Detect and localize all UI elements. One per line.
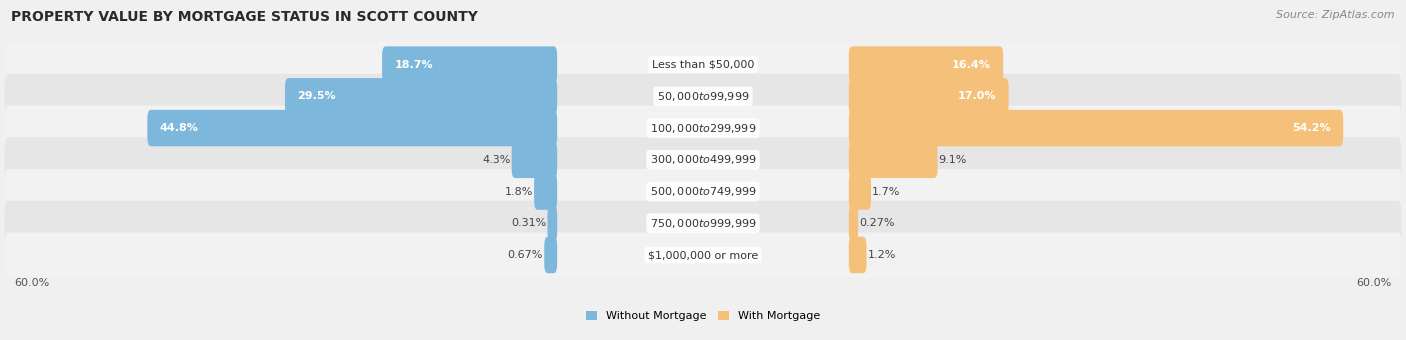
Text: Less than $50,000: Less than $50,000: [652, 59, 754, 70]
Text: PROPERTY VALUE BY MORTGAGE STATUS IN SCOTT COUNTY: PROPERTY VALUE BY MORTGAGE STATUS IN SCO…: [11, 10, 478, 24]
FancyBboxPatch shape: [849, 78, 1008, 115]
FancyBboxPatch shape: [512, 141, 557, 178]
FancyBboxPatch shape: [849, 141, 938, 178]
Text: 60.0%: 60.0%: [1357, 278, 1392, 288]
Text: 29.5%: 29.5%: [298, 91, 336, 101]
FancyBboxPatch shape: [4, 201, 1402, 246]
FancyBboxPatch shape: [547, 205, 557, 241]
Text: $1,000,000 or more: $1,000,000 or more: [648, 250, 758, 260]
Text: 16.4%: 16.4%: [952, 59, 991, 70]
Text: 4.3%: 4.3%: [482, 155, 510, 165]
FancyBboxPatch shape: [849, 46, 1004, 83]
Text: 18.7%: 18.7%: [395, 59, 433, 70]
Text: Source: ZipAtlas.com: Source: ZipAtlas.com: [1277, 10, 1395, 20]
FancyBboxPatch shape: [4, 233, 1402, 277]
FancyBboxPatch shape: [849, 205, 858, 241]
Legend: Without Mortgage, With Mortgage: Without Mortgage, With Mortgage: [582, 307, 824, 326]
Text: $750,000 to $999,999: $750,000 to $999,999: [650, 217, 756, 230]
Text: 0.67%: 0.67%: [508, 250, 543, 260]
Text: $300,000 to $499,999: $300,000 to $499,999: [650, 153, 756, 166]
FancyBboxPatch shape: [849, 173, 870, 210]
FancyBboxPatch shape: [534, 173, 557, 210]
FancyBboxPatch shape: [4, 137, 1402, 182]
FancyBboxPatch shape: [544, 237, 557, 273]
FancyBboxPatch shape: [382, 46, 557, 83]
Text: 17.0%: 17.0%: [957, 91, 995, 101]
Text: 44.8%: 44.8%: [160, 123, 198, 133]
Text: 1.8%: 1.8%: [505, 187, 533, 197]
Text: $50,000 to $99,999: $50,000 to $99,999: [657, 90, 749, 103]
FancyBboxPatch shape: [849, 110, 1343, 146]
FancyBboxPatch shape: [4, 169, 1402, 214]
FancyBboxPatch shape: [4, 42, 1402, 87]
Text: 54.2%: 54.2%: [1292, 123, 1330, 133]
FancyBboxPatch shape: [148, 110, 557, 146]
Text: $500,000 to $749,999: $500,000 to $749,999: [650, 185, 756, 198]
Text: 0.31%: 0.31%: [512, 218, 547, 228]
FancyBboxPatch shape: [285, 78, 557, 115]
Text: 60.0%: 60.0%: [14, 278, 49, 288]
Text: $100,000 to $299,999: $100,000 to $299,999: [650, 122, 756, 135]
Text: 1.7%: 1.7%: [872, 187, 900, 197]
FancyBboxPatch shape: [4, 105, 1402, 151]
Text: 0.27%: 0.27%: [859, 218, 894, 228]
FancyBboxPatch shape: [4, 74, 1402, 119]
Text: 1.2%: 1.2%: [868, 250, 896, 260]
Text: 9.1%: 9.1%: [939, 155, 967, 165]
FancyBboxPatch shape: [849, 237, 866, 273]
